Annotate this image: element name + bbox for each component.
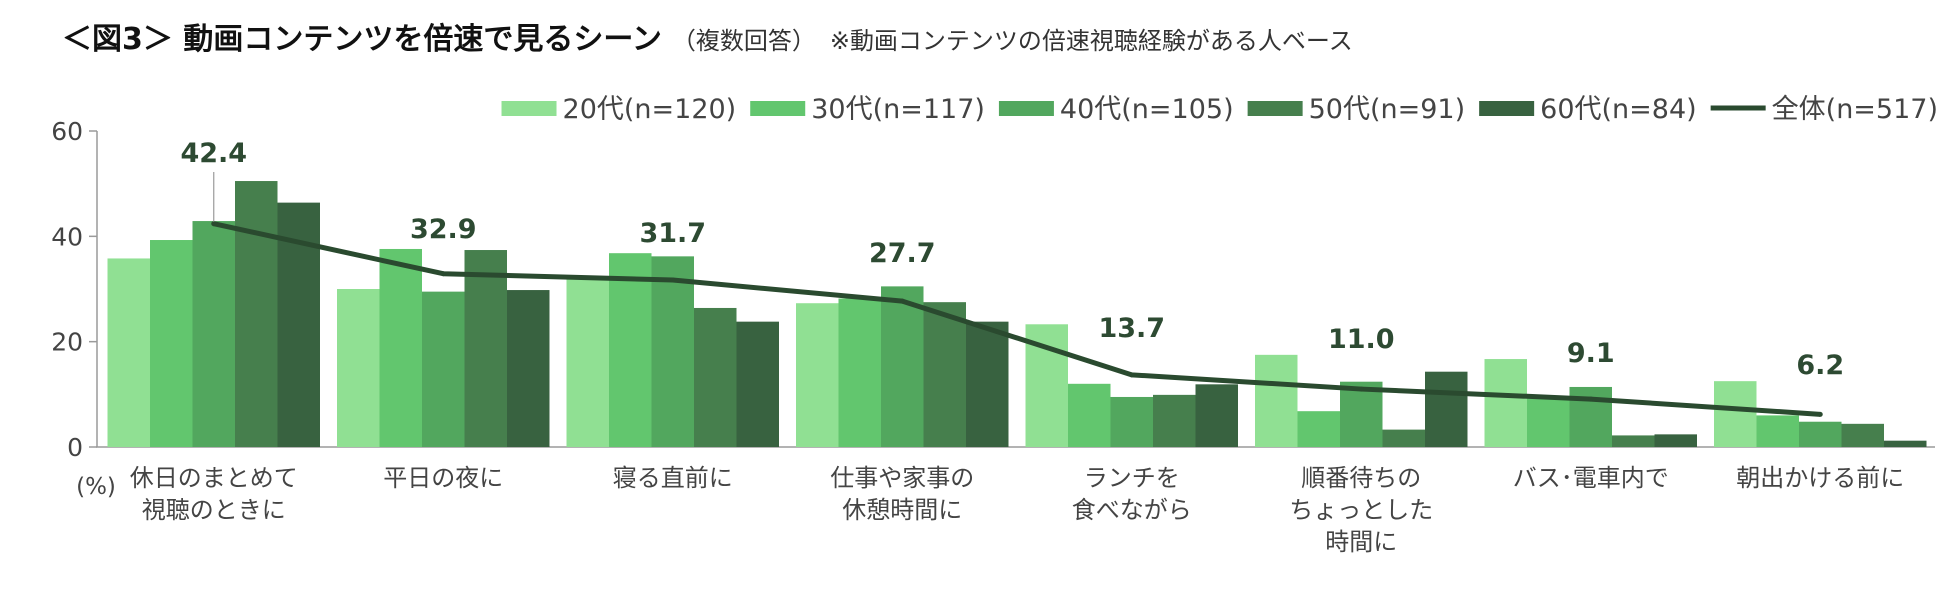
bar [966, 321, 1009, 447]
bar [422, 291, 465, 447]
overall-data-label: 6.2 [1796, 350, 1844, 381]
overall-point [1588, 396, 1594, 402]
chart-title-main: ＜図3＞ 動画コンテンツを倍速で見るシーン [62, 22, 662, 57]
x-tick-label: 寝る直前に [613, 464, 733, 492]
bar [1297, 411, 1340, 447]
y-tick-label: 0 [67, 433, 83, 462]
overall-line [213, 221, 1821, 417]
overall-line-group: 42.4 32.9 31.7 27.7 13.7 11.0 9.1 6.2 [180, 138, 1844, 417]
bar [694, 307, 737, 447]
bar [507, 290, 550, 447]
y-tick-label: 40 [51, 222, 83, 251]
bar [379, 248, 422, 447]
y-tick-label: 60 [51, 117, 83, 146]
bar [1654, 434, 1697, 447]
legend-label: 60代(n=84) [1540, 94, 1697, 125]
legend-swatch [1247, 101, 1303, 116]
bar [1153, 394, 1196, 447]
bar [1484, 359, 1527, 447]
bar [1255, 354, 1298, 447]
legend-label: 20代(n=120) [563, 94, 737, 125]
x-tick-label: バス･電車内で [1513, 464, 1669, 492]
bars [107, 181, 1927, 448]
overall-data-label: 13.7 [1098, 313, 1165, 344]
x-tick-label: 朝出かける前に [1736, 464, 1904, 492]
chart-title-sub: （複数回答） [671, 27, 816, 55]
overall-data-label: 27.7 [869, 238, 936, 269]
overall-point [211, 221, 217, 227]
bar [1799, 421, 1842, 447]
bar [150, 240, 193, 447]
bar [1527, 397, 1570, 447]
bar [1382, 429, 1425, 447]
legend-label: 50代(n=91) [1309, 94, 1466, 125]
x-axis-labels: 休日のまとめて視聴のときに 平日の夜に 寝る直前に 仕事や家事の休憩時間に ランチを食べ… [130, 464, 1905, 556]
bar [1110, 396, 1153, 447]
bar [192, 221, 235, 447]
bar [1612, 435, 1655, 447]
bar [464, 250, 507, 447]
x-tick-label: ランチを食べながら [1072, 464, 1192, 524]
legend: 20代(n=120) 30代(n=117) 40代(n=105) 50代(n=91) 6… [501, 94, 1938, 125]
x-tick-label: 休日のまとめて視聴のときに [130, 464, 298, 524]
overall-data-label: 31.7 [639, 218, 706, 249]
legend-swatch [998, 101, 1054, 116]
overall-point [899, 298, 905, 304]
bar [1068, 383, 1111, 447]
overall-point [670, 277, 676, 283]
bar [796, 303, 839, 447]
bar [1756, 415, 1799, 447]
legend-label: 30代(n=117) [811, 94, 985, 125]
overall-point [1129, 372, 1135, 378]
legend-label: 全体(n=517) [1772, 94, 1938, 125]
x-tick-label: 平日の夜に [383, 464, 503, 492]
bar [651, 256, 694, 447]
bar [881, 286, 924, 447]
bar [235, 181, 278, 448]
bar [337, 289, 380, 447]
x-tick-label: 仕事や家事の休憩時間に [830, 464, 974, 524]
bar [838, 298, 881, 447]
chart-title: ＜図3＞ 動画コンテンツを倍速で見るシーン （複数回答） ※動画コンテンツの倍速視聴… [62, 14, 1353, 58]
legend-label: 40代(n=105) [1060, 94, 1234, 125]
bar [923, 302, 966, 447]
bar [1714, 381, 1757, 447]
y-unit-label: (%) [76, 474, 116, 500]
bar [1884, 440, 1927, 447]
overall-data-label: 9.1 [1567, 338, 1615, 369]
legend-swatch [501, 101, 557, 116]
bar [107, 258, 150, 447]
bar [1195, 384, 1238, 447]
bar [1841, 423, 1884, 447]
overall-data-label: 32.9 [410, 214, 477, 245]
bar [609, 253, 652, 447]
x-tick-label: 順番待ちのちょっとした時間に [1289, 464, 1433, 556]
bar [566, 278, 609, 447]
legend-swatch [1479, 101, 1535, 116]
bar [736, 321, 779, 447]
overall-point [1358, 386, 1364, 392]
legend-swatch [750, 101, 806, 116]
y-tick-label: 20 [51, 328, 83, 357]
overall-point [440, 271, 446, 277]
bar [1425, 371, 1468, 447]
overall-data-label: 42.4 [180, 138, 247, 169]
chart-title-note: ※動画コンテンツの倍速視聴経験がある人ベース [829, 27, 1353, 55]
overall-point [1817, 411, 1823, 417]
overall-data-label: 11.0 [1328, 324, 1395, 355]
bar [1340, 381, 1383, 447]
